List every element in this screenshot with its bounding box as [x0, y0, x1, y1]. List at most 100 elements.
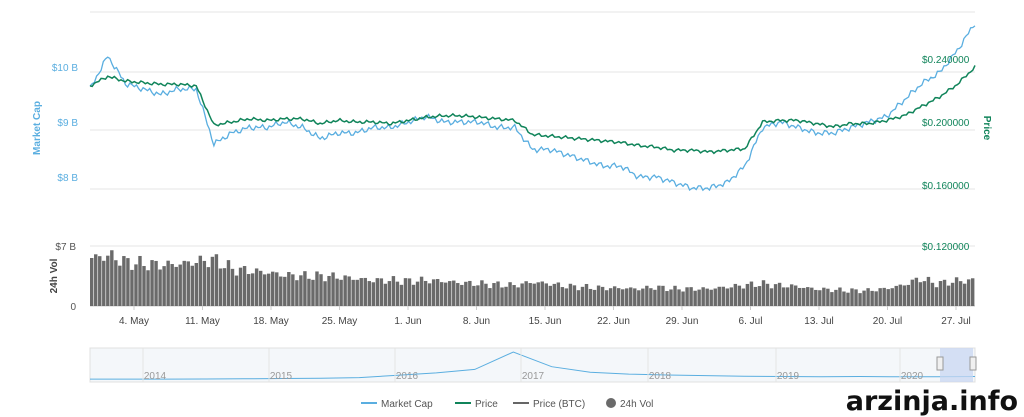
volume-bar	[910, 279, 915, 306]
volume-bar	[733, 283, 738, 306]
volume-bar	[689, 287, 693, 306]
volume-bar	[616, 288, 621, 306]
volume-bar	[460, 284, 464, 306]
volume-bar	[882, 287, 886, 306]
volume-bar	[258, 270, 263, 306]
volume-bar	[395, 281, 400, 306]
volume-bar	[246, 274, 251, 306]
volume-bar	[452, 280, 456, 306]
volume-bar	[556, 282, 561, 306]
volume-bar	[862, 290, 866, 306]
volume-bar	[126, 258, 130, 306]
volume-bar	[834, 289, 838, 306]
volume-tick-label: $7 B	[55, 242, 76, 253]
right-tick-label: $0.240000	[922, 55, 970, 66]
x-tick-label: 22. Jun	[597, 316, 630, 327]
volume-bar	[717, 286, 721, 306]
volume-bar	[922, 281, 927, 306]
volume-bar	[629, 287, 633, 306]
volume-bar	[934, 287, 939, 306]
volume-bar	[761, 280, 766, 306]
time-navigator[interactable]: 2014 2015 2016 2017 2018 2019 2020	[89, 347, 977, 383]
volume-bar	[250, 273, 255, 306]
volume-bar	[351, 279, 355, 306]
volume-bar	[327, 275, 331, 306]
volume-bar	[621, 289, 625, 306]
volume-bar	[745, 283, 750, 306]
volume-bar	[226, 260, 231, 306]
volume-bar	[391, 276, 396, 306]
volume-bar	[705, 288, 709, 306]
volume-bar	[210, 256, 215, 306]
market-cap-line	[89, 25, 976, 192]
volume-bar	[846, 292, 850, 306]
volume-bar	[198, 255, 203, 306]
volume-bar	[218, 268, 223, 306]
volume-bar	[387, 281, 392, 306]
volume-bar	[894, 285, 898, 306]
left-tick-label: $10 B	[52, 63, 78, 74]
volume-bar	[399, 284, 404, 306]
volume-bar	[371, 282, 376, 306]
volume-bar	[802, 287, 806, 306]
volume-bar	[649, 288, 653, 306]
volume-bar	[202, 260, 207, 306]
volume-bar	[878, 288, 882, 306]
volume-bar	[576, 290, 581, 306]
x-tick-label: 4. May	[119, 316, 149, 327]
volume-bar	[492, 283, 496, 306]
volume-bar	[279, 276, 283, 306]
volume-bar	[142, 266, 146, 306]
volume-bar	[331, 272, 335, 306]
volume-bar	[560, 287, 565, 306]
volume-bar	[753, 286, 758, 306]
volume-bar	[407, 278, 412, 306]
volume-bar	[411, 284, 416, 306]
navigator-year-label: 2017	[522, 371, 545, 382]
volume-bar	[612, 286, 617, 306]
volume-bar	[902, 285, 907, 306]
volume-bar	[182, 260, 186, 306]
volume-bar	[94, 254, 98, 306]
volume-bar	[102, 260, 106, 306]
volume-bar	[106, 255, 110, 306]
volume-bar	[741, 288, 746, 306]
volume-bar	[906, 284, 911, 306]
x-tick-label: 8. Jun	[463, 316, 490, 327]
volume-bar	[785, 287, 790, 306]
volume-bar	[275, 272, 279, 306]
volume-bar	[810, 287, 814, 306]
volume-bar	[685, 287, 689, 306]
volume-bar	[194, 263, 199, 306]
legend-label: Price (BTC)	[533, 399, 585, 410]
navigator-handle-right	[969, 356, 977, 371]
x-tick-label: 11. May	[185, 316, 220, 327]
left-axis-ticks: $8 B $9 B $10 B	[52, 63, 78, 184]
x-tick-label: 1. Jun	[394, 316, 421, 327]
volume-bar	[283, 276, 287, 306]
volume-bar	[267, 273, 271, 306]
volume-bar	[488, 288, 492, 306]
volume-bar	[464, 281, 468, 306]
volume-bar	[789, 284, 794, 306]
volume-bar	[295, 280, 299, 306]
volume-bars	[90, 250, 975, 306]
volume-bar	[713, 288, 717, 306]
volume-bar	[958, 281, 963, 306]
volume-bar	[512, 285, 516, 306]
volume-bar	[130, 269, 134, 306]
volume-tick-label: 0	[70, 302, 76, 313]
navigator-year-label: 2014	[144, 371, 167, 382]
volume-bar	[898, 284, 902, 306]
volume-bar	[214, 254, 219, 306]
watermark-text: arzinja.info	[846, 386, 1018, 417]
volume-bar	[540, 281, 544, 306]
volume-bar	[166, 260, 170, 306]
volume-bar	[721, 286, 725, 306]
right-tick-label: $0.160000	[922, 181, 970, 192]
volume-bar	[158, 269, 162, 306]
volume-bar	[311, 279, 315, 306]
volume-bar	[930, 282, 935, 306]
volume-bar	[568, 283, 573, 306]
navigator-year-label: 2020	[901, 371, 924, 382]
